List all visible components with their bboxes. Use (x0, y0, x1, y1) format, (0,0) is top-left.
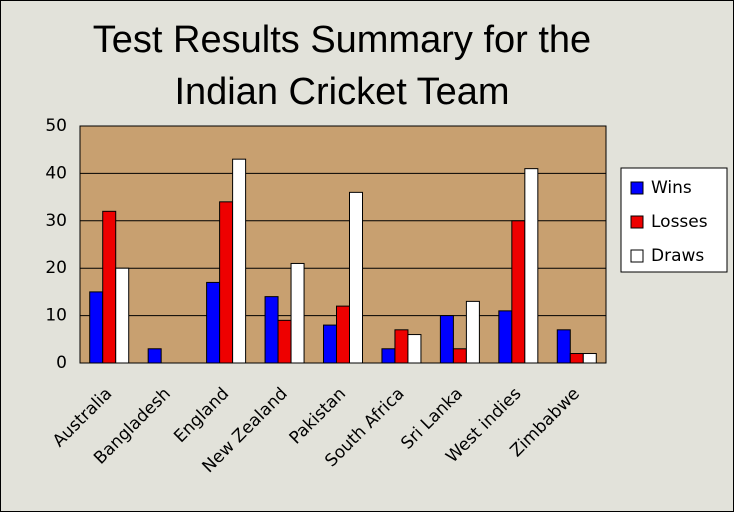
bar (89, 291, 104, 364)
bar (349, 191, 363, 364)
bar (582, 353, 597, 364)
bar (102, 210, 117, 364)
bar (206, 281, 221, 364)
y-tick-label: 30 (45, 211, 67, 231)
bar (439, 315, 454, 364)
legend-label: Wins (651, 178, 692, 198)
bar (465, 300, 480, 364)
bar (524, 168, 539, 364)
bar (381, 348, 396, 364)
bar (407, 334, 422, 364)
bar (394, 329, 409, 364)
y-tick-label: 0 (56, 353, 67, 373)
bar (452, 348, 467, 364)
legend-swatch (630, 215, 644, 229)
bar (264, 296, 279, 364)
bar (147, 348, 162, 364)
bar (232, 158, 247, 364)
bar (115, 267, 130, 364)
bar (556, 329, 571, 364)
bar (277, 319, 292, 364)
bar (569, 353, 584, 364)
bar (336, 305, 350, 364)
bar (290, 262, 305, 364)
y-tick-label: 40 (45, 163, 67, 183)
bar (498, 310, 513, 364)
bar (323, 324, 337, 364)
y-tick-label: 20 (45, 258, 67, 278)
legend-swatch (630, 181, 644, 195)
bar (219, 201, 234, 364)
legend-label: Draws (651, 246, 704, 266)
y-tick-label: 50 (45, 116, 67, 136)
chart-title: Test Results Summary for the Indian Cric… (92, 19, 592, 113)
legend-label: Losses (651, 212, 708, 232)
y-tick-label: 10 (45, 306, 67, 326)
legend-swatch (630, 249, 644, 263)
bar (511, 220, 526, 364)
